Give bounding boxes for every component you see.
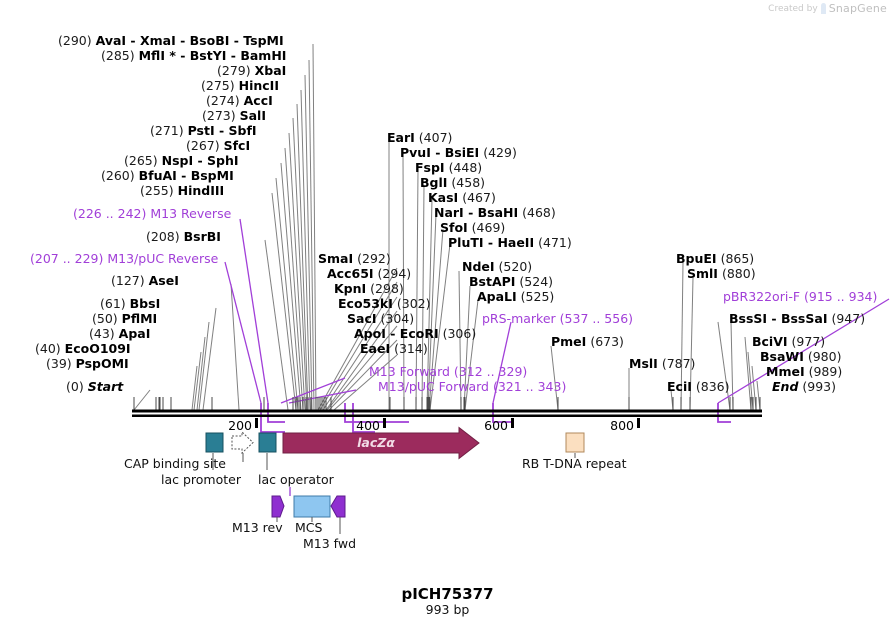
watermark-prefix: Created by [768,3,818,14]
feature-label-cap-binding-site: CAP binding site [124,456,226,471]
site-label-673: PmeI (673) [551,334,624,349]
site-label-304: SacI (304) [347,311,415,326]
site-label-525: ApaLI (525) [477,289,555,304]
site-label-989: MmeI (989) [766,364,843,379]
site-label-275: (275) HincII [201,78,279,93]
site-label-40: (40) EcoO109I [35,341,131,356]
primer-label-m13-forward: M13 Forward (312 .. 329) [369,364,528,379]
site-label-787: MslI (787) [629,356,696,371]
site-label-273: (273) SalI [202,108,266,123]
site-label-274: (274) AccI [206,93,273,108]
site-label-865: BpuEI (865) [676,251,755,266]
site-label-524: BstAPI (524) [469,274,554,289]
primer-arrow-m13-rev [271,495,285,518]
leader-lines [133,43,761,411]
site-label-302: Eco53kI (302) [338,296,431,311]
mcs-track-glyphs [271,487,346,534]
site-label-469: SfoI (469) [440,220,506,235]
site-label-start: (0) Start [66,379,124,394]
mcs-box [293,495,331,518]
feature-label-rb-tdna-repeat: RB T-DNA repeat [522,456,627,471]
site-label-468: NarI - BsaHI (468) [434,205,556,220]
feature-label-lac-operator: lac operator [258,472,334,487]
site-label-265: (265) NspI - SphI [124,153,239,168]
snapgene-watermark: Created by SnapGene [768,2,887,15]
primer-label-m13-puc-forward: M13/pUC Forward (321 .. 343) [378,379,567,394]
axis-tick-400: 400 [356,418,380,433]
site-label-314: EaeI (314) [360,341,428,356]
site-label-260: (260) BfuAI - BspMI [101,168,234,183]
site-label-520: NdeI (520) [462,259,533,274]
axis-tick-200: 200 [228,418,252,433]
feature-label-lac-promoter: lac promoter [161,472,241,487]
site-label-127: (127) AseI [111,273,179,288]
site-label-61: (61) BbsI [100,296,161,311]
axis-tick-800: 800 [610,418,634,433]
site-label-208: (208) BsrBI [146,229,221,244]
mcs-label-m13-rev: M13 rev [232,520,283,535]
site-label-298: KpnI (298) [334,281,404,296]
feature-glyphs: lacZα [205,426,585,460]
site-label-271: (271) PstI - SbfI [150,123,257,138]
site-label-429: PvuI - BsiEI (429) [400,145,517,160]
primer-label-prs-marker: pRS-marker (537 .. 556) [482,311,634,326]
site-label-290: (290) AvaI - XmaI - BsoBI - TspMI [58,33,284,48]
axis-tick-600: 600 [484,418,508,433]
restriction-site-ticks [133,397,761,410]
primer-label-m13-reverse: (226 .. 242) M13 Reverse [73,206,232,221]
primer-label-pbr322ori-f: pBR322ori-F (915 .. 934) [723,289,878,304]
site-label-977: BciVI (977) [752,334,826,349]
feature-lacz-inline-label: lacZα [357,435,395,450]
primer-label-m13-puc-reverse: (207 .. 229) M13/pUC Reverse [30,251,219,266]
site-label-end: End (993) [772,379,836,394]
site-label-39: (39) PspOMI [46,356,129,371]
site-label-43: (43) ApaI [89,326,151,341]
site-label-267: (267) SfcI [186,138,251,153]
site-label-471: PluTI - HaeII (471) [448,235,572,250]
feature-label-connectors [212,453,576,470]
site-label-306: ApoI - EcoRI (306) [354,326,477,341]
site-label-407: EarI (407) [387,130,453,145]
site-label-285: (285) MflI * - BstYI - BamHI [101,48,287,63]
site-label-448: FspI (448) [415,160,483,175]
site-label-836: EciI (836) [667,379,730,394]
mcs-label-mcs: MCS [295,520,323,535]
site-label-458: BglI (458) [420,175,486,190]
site-label-279: (279) XbaI [217,63,287,78]
site-label-292: SmaI (292) [318,251,391,266]
sequence-backbone [132,409,762,417]
feature-lacz-alpha [282,426,480,460]
watermark-brand: SnapGene [828,2,887,15]
feature-cap-binding-site [205,432,224,453]
site-label-294: Acc65I (294) [327,266,412,281]
axis-tick-labels: 200 400 600 800 [228,418,634,433]
axis-ticks [255,418,640,428]
feature-lac-operator [258,432,277,453]
feature-rb-tdna-repeat [565,432,585,453]
feature-lac-promoter [231,430,254,455]
snapgene-logo-icon [820,3,826,14]
site-label-947: BssSI - BssSaI (947) [729,311,866,326]
primer-leader-lines [224,218,890,404]
plasmid-name: pICH75377 [401,585,494,603]
site-label-467: KasI (467) [428,190,496,205]
site-label-880: SmlI (880) [687,266,756,281]
plasmid-length: 993 bp [425,602,470,617]
primer-arrow-m13-fwd [330,495,346,518]
mcs-label-m13-fwd: M13 fwd [303,536,357,551]
site-label-255: (255) HindIII [140,183,225,198]
site-label-50: (50) PflMI [92,311,158,326]
site-label-980: BsaWI (980) [760,349,842,364]
primer-brackets [260,403,731,433]
